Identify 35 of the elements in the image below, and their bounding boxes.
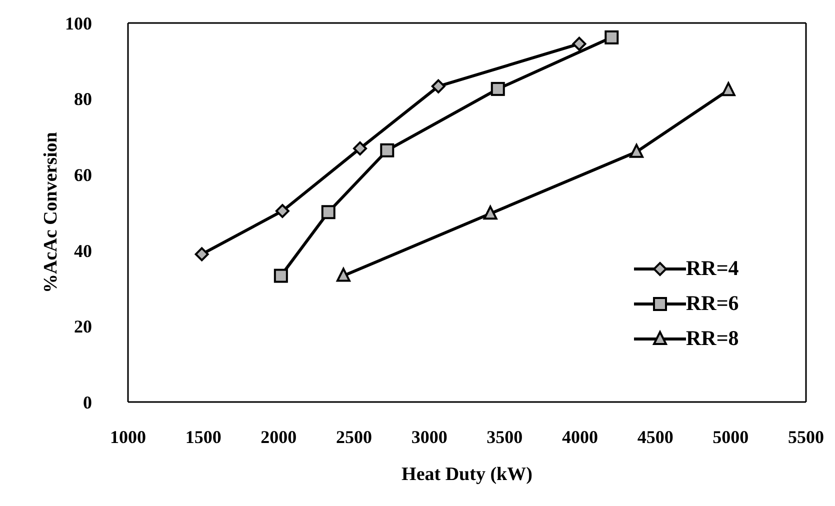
y-tick-label: 80 xyxy=(74,89,92,110)
point xyxy=(353,141,368,156)
point xyxy=(490,82,505,96)
x-tick-label: 4500 xyxy=(637,426,674,447)
x-tick-label: 5500 xyxy=(788,426,824,447)
x-tick-label: 2500 xyxy=(336,426,372,447)
x-tick-label: 4000 xyxy=(562,426,598,447)
x-tick-label: 5000 xyxy=(712,426,749,447)
point xyxy=(194,247,209,262)
point xyxy=(572,36,586,51)
y-axis-title: %AcAc Conversion xyxy=(40,132,62,293)
x-tick-label: 3500 xyxy=(486,426,523,447)
y-tick-label: 60 xyxy=(74,164,92,185)
legend-label: RR=6 xyxy=(686,291,739,316)
point xyxy=(483,206,498,220)
x-tick-label: 1000 xyxy=(110,426,146,447)
legend-label: RR=4 xyxy=(686,256,739,281)
point xyxy=(431,79,446,94)
point xyxy=(721,82,736,96)
x-axis-title: Heat Duty (kW) xyxy=(402,464,532,485)
x-tick-label: 1500 xyxy=(185,426,222,447)
y-tick-label: 20 xyxy=(74,316,92,337)
point xyxy=(321,205,336,220)
point xyxy=(336,268,350,282)
point xyxy=(380,143,394,158)
point xyxy=(630,144,644,158)
point xyxy=(274,268,288,283)
y-tick-label: 0 xyxy=(83,392,92,412)
x-tick-label: 2000 xyxy=(260,426,297,447)
x-tick-label: 3000 xyxy=(411,426,448,447)
point xyxy=(275,204,290,218)
y-tick-label: 40 xyxy=(74,240,92,261)
legend-label: RR=8 xyxy=(686,326,739,351)
point xyxy=(604,30,619,44)
y-tick-label: 100 xyxy=(65,13,92,34)
